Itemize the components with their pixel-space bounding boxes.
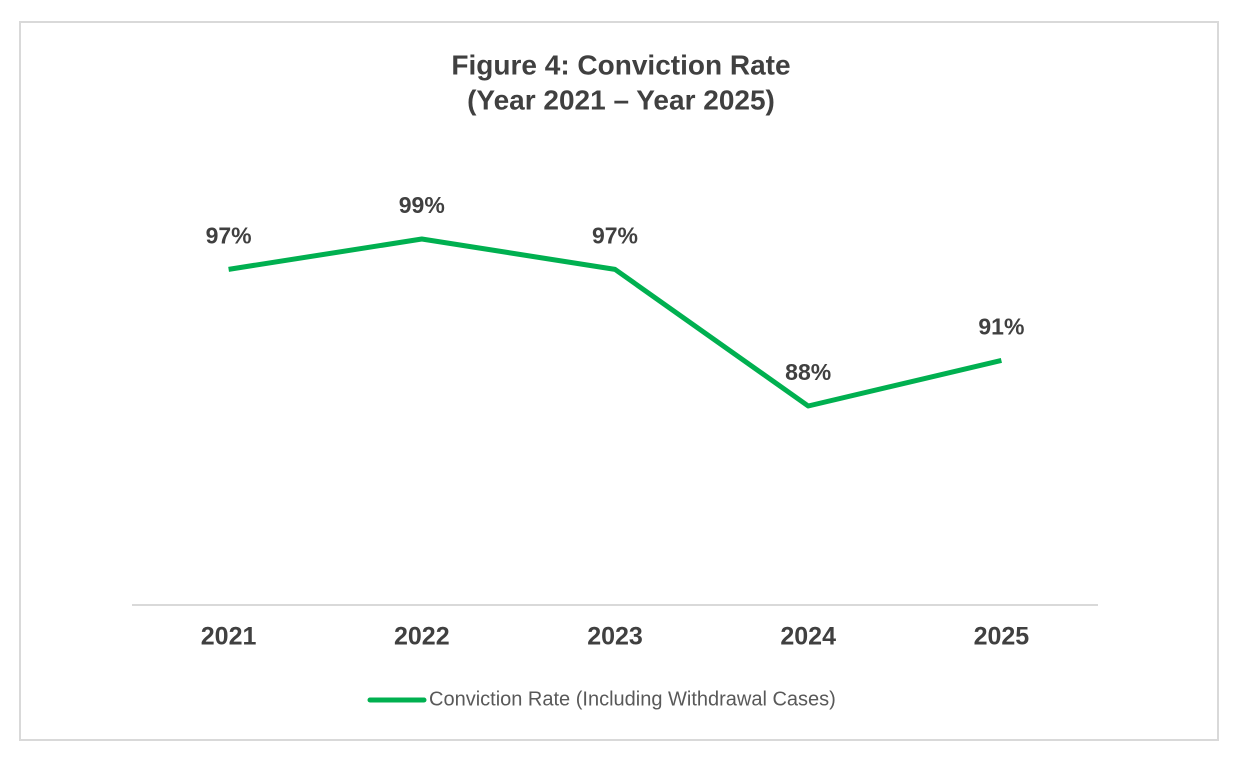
chart-title: Figure 4: Conviction Rate (451, 49, 790, 80)
data-label: 91% (978, 314, 1024, 340)
x-tick-label: 2025 (974, 623, 1030, 651)
series-line (228, 236, 1002, 409)
chart-subtitle: (Year 2021 – Year 2025) (467, 84, 775, 115)
x-tick-label: 2024 (780, 623, 836, 651)
data-label: 99% (399, 192, 445, 218)
legend-label: Conviction Rate (Including Withdrawal Ca… (429, 688, 836, 710)
x-tick-label: 2022 (394, 623, 450, 651)
chart-border (19, 21, 1219, 741)
data-label: 88% (785, 359, 831, 385)
x-tick-label: 2023 (587, 623, 643, 651)
data-label: 97% (206, 222, 252, 248)
data-label: 97% (592, 222, 638, 248)
x-tick-label: 2021 (201, 623, 257, 651)
